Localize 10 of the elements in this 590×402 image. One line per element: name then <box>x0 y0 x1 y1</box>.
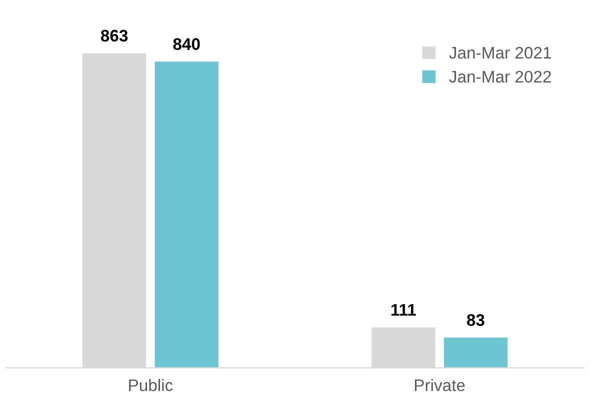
legend-label: Jan-Mar 2022 <box>449 70 551 83</box>
bar <box>444 338 508 368</box>
bar <box>154 62 218 368</box>
data-label: 840 <box>173 38 200 50</box>
legend-label: Jan-Mar 2021 <box>449 46 551 59</box>
x-tick-label: Private <box>414 378 465 392</box>
x-tick-label: Public <box>129 378 173 392</box>
data-label: 83 <box>466 314 484 326</box>
data-label: 863 <box>100 30 128 42</box>
data-label: 111 <box>391 304 416 316</box>
